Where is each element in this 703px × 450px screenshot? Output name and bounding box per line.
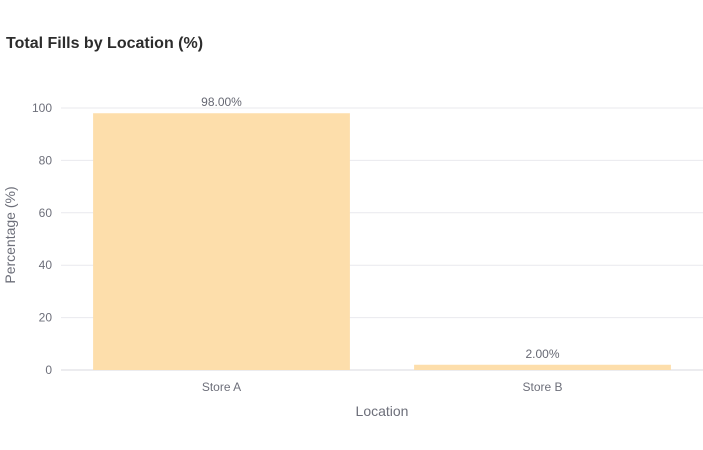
bar-store-a: [93, 113, 350, 371]
y-axis-title: Percentage (%): [2, 186, 18, 283]
y-tick-label: 0: [45, 363, 52, 377]
data-label: 2.00%: [525, 347, 559, 361]
x-axis-ticks: Store A Store B: [202, 380, 563, 394]
x-tick-label: Store A: [202, 380, 241, 394]
y-axis-ticks: 0 20 40 60 80 100: [32, 101, 52, 377]
data-labels: 98.00% 2.00%: [201, 95, 560, 361]
x-tick-label: Store B: [522, 380, 562, 394]
data-label: 98.00%: [201, 95, 242, 109]
chart-title: Total Fills by Location (%): [6, 35, 204, 52]
y-tick-label: 40: [39, 258, 53, 272]
y-tick-label: 100: [32, 101, 52, 115]
y-tick-label: 20: [39, 311, 53, 325]
x-axis-title: Location: [356, 403, 409, 419]
bars: [93, 113, 671, 371]
y-tick-label: 60: [39, 206, 53, 220]
y-tick-label: 80: [39, 153, 53, 167]
bar-store-b: [414, 364, 671, 370]
